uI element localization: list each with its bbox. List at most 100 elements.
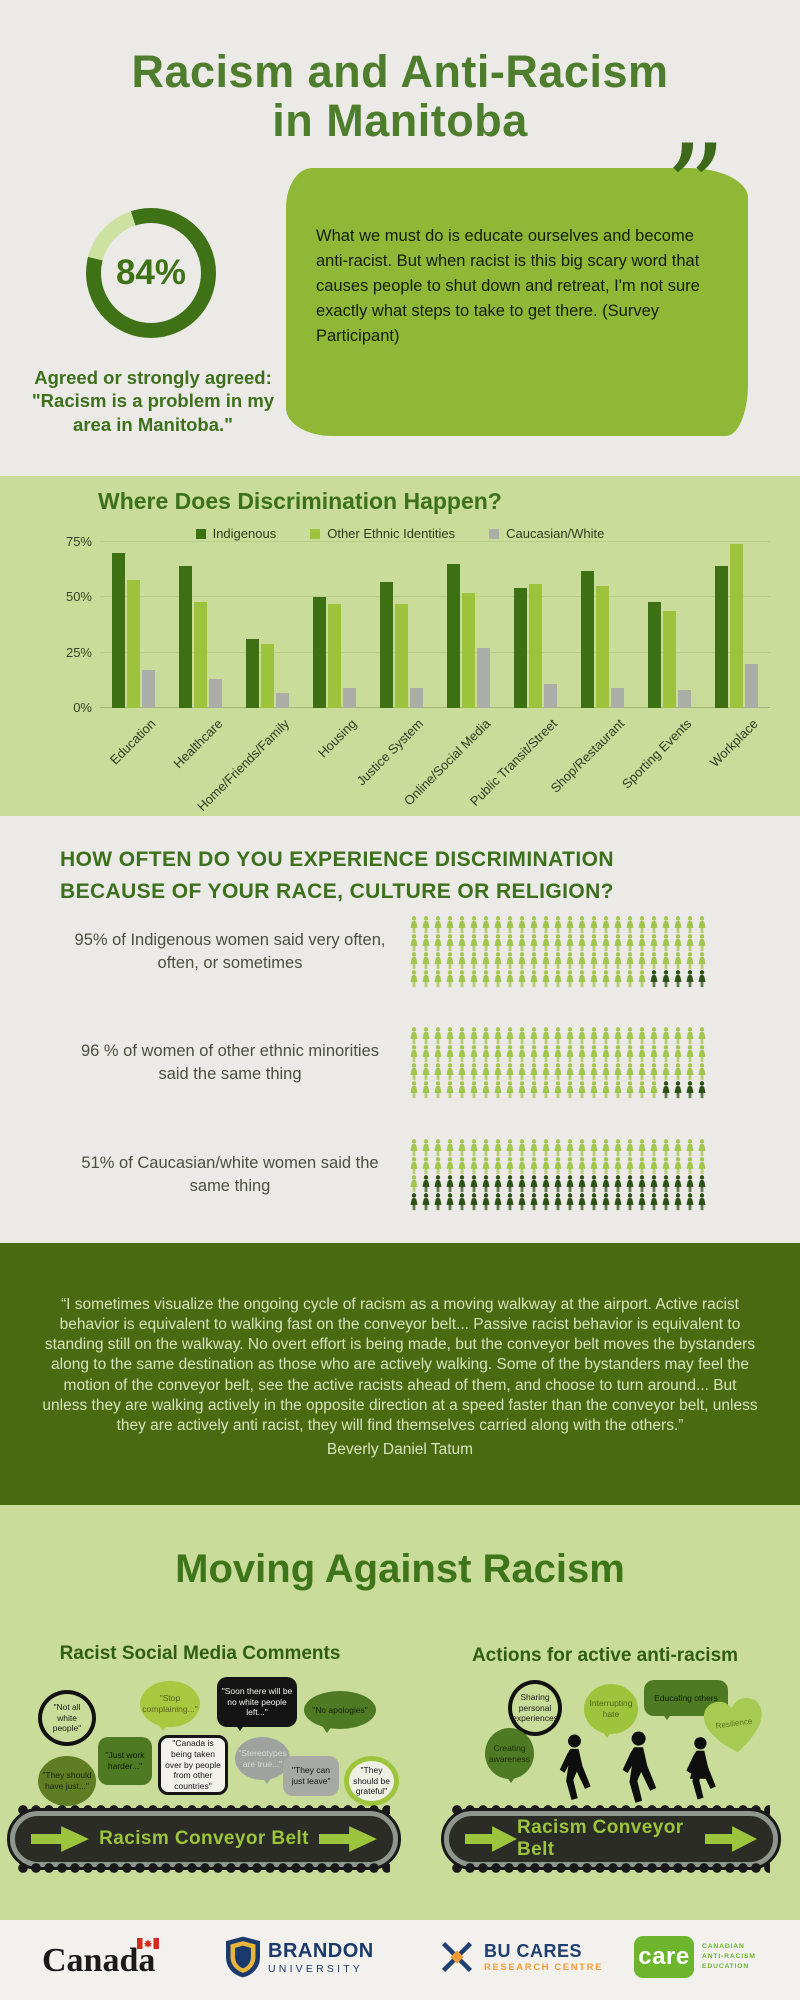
- person-icon: [468, 1045, 480, 1063]
- person-icon: [648, 1139, 660, 1157]
- person-icon: [516, 1193, 528, 1211]
- person-icon: [696, 934, 708, 952]
- person-icon: [576, 1027, 588, 1045]
- pictograph-row-grid: [408, 1139, 708, 1211]
- person-icon: [564, 1139, 576, 1157]
- speech-bubble-not-all-white-people: "Not all white people": [38, 1690, 96, 1746]
- person-icon: [408, 952, 420, 970]
- person-icon: [588, 952, 600, 970]
- person-icon: [444, 970, 456, 988]
- person-icon: [408, 916, 420, 934]
- person-icon: [420, 1193, 432, 1211]
- bar: [179, 566, 192, 708]
- legend-item: Caucasian/White: [489, 526, 604, 541]
- care-line1: CANADIAN: [702, 1942, 745, 1950]
- canada-flag-icon: [137, 1938, 160, 1949]
- person-icon: [528, 1193, 540, 1211]
- person-icon: [528, 1063, 540, 1081]
- person-icon: [468, 1175, 480, 1193]
- person-icon: [528, 934, 540, 952]
- person-icon: [480, 1157, 492, 1175]
- person-icon: [432, 952, 444, 970]
- person-icon: [636, 952, 648, 970]
- bar: [462, 592, 475, 708]
- person-icon: [420, 916, 432, 934]
- person-icon: [420, 1027, 432, 1045]
- person-icon: [564, 934, 576, 952]
- pictograph-row-text: 96 % of women of other ethnic minorities…: [80, 1041, 380, 1083]
- legend-label: Other Ethnic Identities: [327, 526, 456, 541]
- discrimination-chart-section: Where Does Discrimination Happen? Indige…: [0, 476, 800, 816]
- legend-swatch: [489, 528, 500, 539]
- person-icon: [564, 952, 576, 970]
- pictograph-row-text: 51% of Caucasian/white women said the sa…: [81, 1153, 379, 1195]
- person-icon: [624, 970, 636, 988]
- person-icon: [528, 1139, 540, 1157]
- person-icon: [624, 952, 636, 970]
- person-icon: [492, 970, 504, 988]
- x-category-label: Housing: [314, 716, 360, 761]
- person-icon: [672, 1139, 684, 1157]
- person-icon: [552, 1045, 564, 1063]
- person-icon: [420, 1081, 432, 1099]
- person-icon: [672, 952, 684, 970]
- x-category-label: Justice System: [353, 716, 427, 789]
- bar-group-3: [301, 597, 368, 708]
- person-icon: [588, 1157, 600, 1175]
- person-icon: [528, 1045, 540, 1063]
- care-line2: ANTI-RACISM: [702, 1952, 756, 1960]
- person-icon: [552, 970, 564, 988]
- person-icon: [612, 1139, 624, 1157]
- person-icon: [408, 1081, 420, 1099]
- bar: [715, 566, 728, 708]
- walkway-quote-attribution: Beverly Daniel Tatum: [326, 1440, 474, 1458]
- person-icon: [444, 952, 456, 970]
- person-icon: [600, 1175, 612, 1193]
- conveyor-arrow-icon: [705, 1826, 757, 1852]
- belt-chain-icon: [452, 1805, 770, 1815]
- person-icon: [552, 1081, 564, 1099]
- person-icon: [480, 1193, 492, 1211]
- person-icon: [480, 1139, 492, 1157]
- person-icon: [552, 916, 564, 934]
- person-icon: [588, 1045, 600, 1063]
- person-icon: [504, 1139, 516, 1157]
- header-section: Racism and Anti-Racism in Manitoba 84% Ag…: [0, 0, 800, 476]
- person-icon: [576, 1063, 588, 1081]
- person-icon: [468, 934, 480, 952]
- person-icon: [516, 1081, 528, 1099]
- person-icon: [492, 1081, 504, 1099]
- legend-swatch: [195, 528, 206, 539]
- person-icon: [540, 1193, 552, 1211]
- person-icon: [456, 1045, 468, 1063]
- person-icon: [696, 1193, 708, 1211]
- person-icon: [600, 1063, 612, 1081]
- person-icon: [468, 970, 480, 988]
- speech-bubble-they-can-just-leave: "They can just leave": [283, 1756, 339, 1796]
- footer-logos: Canada BRANDON UNIVERSITY BU CARES RESEA…: [0, 1920, 800, 2000]
- person-icon: [492, 916, 504, 934]
- bar: [678, 690, 691, 708]
- bu-cares-star-icon: [441, 1941, 473, 1973]
- canada-wordmark: Canada: [42, 1938, 160, 1980]
- person-icon: [504, 1081, 516, 1099]
- bar-group-4: [368, 581, 435, 708]
- person-icon: [600, 1027, 612, 1045]
- person-icon: [576, 1139, 588, 1157]
- person-icon: [432, 1045, 444, 1063]
- person-icon: [564, 1193, 576, 1211]
- pictograph-section: HOW OFTEN DO YOU EXPERIENCE DISCRIMINATI…: [0, 816, 800, 1243]
- person-icon: [492, 1027, 504, 1045]
- person-icon: [612, 1081, 624, 1099]
- person-icon: [660, 952, 672, 970]
- person-icon: [576, 916, 588, 934]
- x-category-label: Workplace: [707, 716, 762, 770]
- person-icon: [408, 1157, 420, 1175]
- brandon-university-logo: BRANDON UNIVERSITY: [226, 1936, 374, 1978]
- bar: [410, 688, 423, 708]
- person-icon: [660, 1175, 672, 1193]
- person-icon: [612, 970, 624, 988]
- person-icon: [540, 1175, 552, 1193]
- bar: [112, 553, 125, 708]
